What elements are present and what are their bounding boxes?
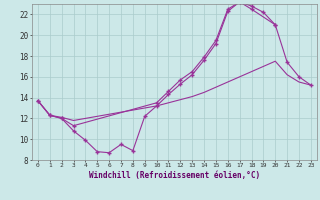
X-axis label: Windchill (Refroidissement éolien,°C): Windchill (Refroidissement éolien,°C) xyxy=(89,171,260,180)
